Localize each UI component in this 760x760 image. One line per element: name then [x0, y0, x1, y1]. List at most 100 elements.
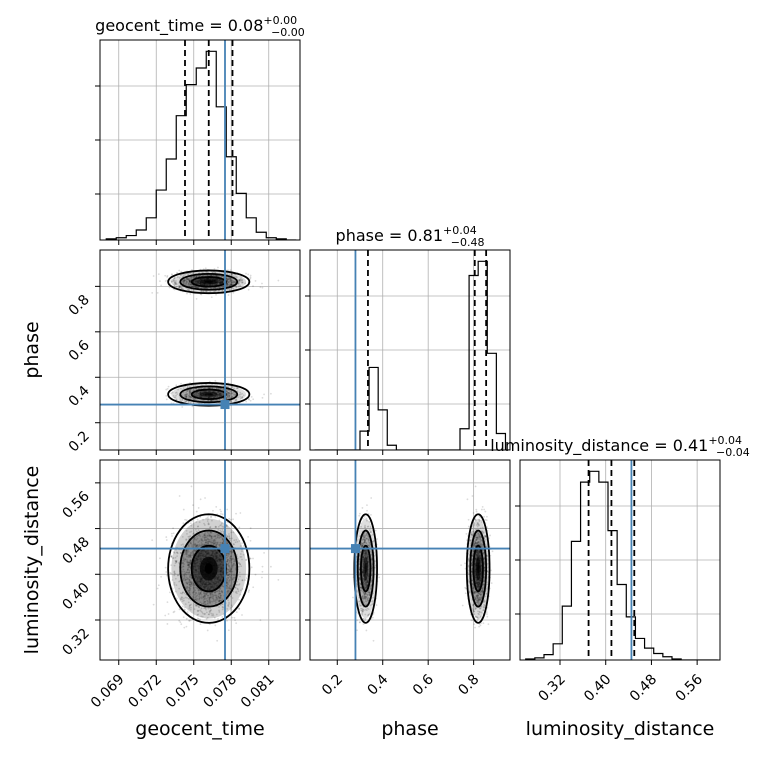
sample-point — [252, 586, 255, 589]
sample-point — [201, 543, 203, 546]
sample-point — [231, 286, 234, 289]
sample-point — [227, 565, 230, 568]
sample-point — [216, 542, 219, 544]
sample-point — [226, 279, 229, 282]
sample-point — [242, 545, 245, 547]
sample-point — [200, 593, 203, 596]
sample-point — [209, 283, 212, 286]
sample-point — [188, 280, 191, 282]
sample-point — [238, 526, 241, 529]
sample-point — [228, 579, 231, 582]
sample-point — [182, 578, 185, 580]
sample-point — [191, 591, 194, 594]
grid — [100, 250, 300, 450]
sample-point — [228, 288, 231, 291]
sample-point — [190, 283, 192, 286]
sample-point — [198, 279, 200, 282]
sample-point — [196, 610, 199, 613]
sample-point — [239, 395, 242, 398]
sample-point — [238, 607, 241, 610]
sample-point — [228, 603, 230, 605]
sample-point — [188, 289, 191, 292]
sample-point — [207, 399, 210, 402]
sample-point — [186, 390, 189, 392]
sample-point — [189, 279, 192, 282]
sample-point — [205, 593, 207, 596]
sample-point — [237, 282, 240, 285]
sample-point — [184, 395, 187, 398]
sample-point — [204, 535, 206, 538]
sample-point — [235, 539, 238, 541]
sample-point — [159, 557, 161, 560]
sample-point — [226, 284, 228, 287]
sample-point — [165, 395, 168, 397]
sample-point — [231, 395, 234, 398]
sample-point — [370, 579, 373, 582]
sample-point — [179, 387, 182, 390]
sample-point — [211, 387, 214, 389]
sample-point — [188, 563, 190, 566]
sample-point — [185, 617, 188, 620]
sample-point — [231, 578, 234, 580]
sample-point — [200, 293, 203, 296]
sample-point — [199, 283, 202, 285]
sample-point — [190, 396, 192, 399]
histogram-step — [105, 50, 297, 240]
sample-point — [225, 554, 228, 557]
sample-point — [475, 596, 478, 599]
sample-point — [226, 288, 229, 291]
sample-point — [226, 389, 229, 392]
sample-point — [369, 543, 372, 546]
sample-point — [230, 550, 233, 552]
sample-point — [178, 587, 181, 590]
sample-point — [221, 280, 224, 283]
sample-point — [238, 279, 240, 282]
sample-point — [239, 575, 241, 578]
sample-point — [187, 561, 190, 563]
sample-point — [228, 568, 231, 571]
sample-point — [165, 539, 168, 541]
sample-point — [183, 399, 186, 402]
sample-point — [197, 278, 199, 281]
sample-point — [203, 283, 206, 286]
sample-point — [198, 597, 201, 600]
sample-point — [483, 601, 486, 604]
sample-point — [210, 535, 213, 537]
sample-point — [237, 396, 240, 399]
sample-point — [218, 282, 221, 285]
sample-point — [194, 528, 197, 531]
sample-point — [229, 587, 232, 590]
sample-point — [196, 281, 199, 284]
panel-phase-hist — [305, 249, 511, 455]
sample-point — [227, 583, 230, 586]
sample-point — [363, 592, 365, 594]
sample-point — [234, 393, 236, 396]
sample-point — [238, 562, 241, 564]
sample-point — [219, 393, 221, 395]
sample-point — [222, 539, 225, 542]
sample-point — [188, 589, 191, 592]
sample-point — [219, 536, 222, 538]
sample-point — [211, 593, 213, 596]
sample-point — [195, 281, 197, 284]
sample-point — [229, 557, 232, 560]
sample-point — [195, 280, 197, 282]
sample-point — [228, 391, 230, 394]
sample-point — [201, 538, 203, 540]
sample-point — [236, 540, 239, 543]
sample-point — [200, 286, 202, 289]
sample-point — [476, 601, 479, 604]
sample-point — [225, 397, 228, 399]
sample-point — [241, 396, 243, 399]
sample-point — [240, 565, 243, 568]
sample-point — [212, 535, 215, 538]
sample-point — [229, 400, 232, 403]
sample-point — [186, 586, 189, 589]
sample-point — [230, 559, 233, 562]
sample-point — [218, 597, 221, 600]
sample-point — [214, 390, 216, 393]
sample-point — [188, 571, 191, 574]
sample-point — [181, 561, 184, 564]
sample-point — [171, 579, 174, 581]
sample-point — [259, 619, 262, 622]
